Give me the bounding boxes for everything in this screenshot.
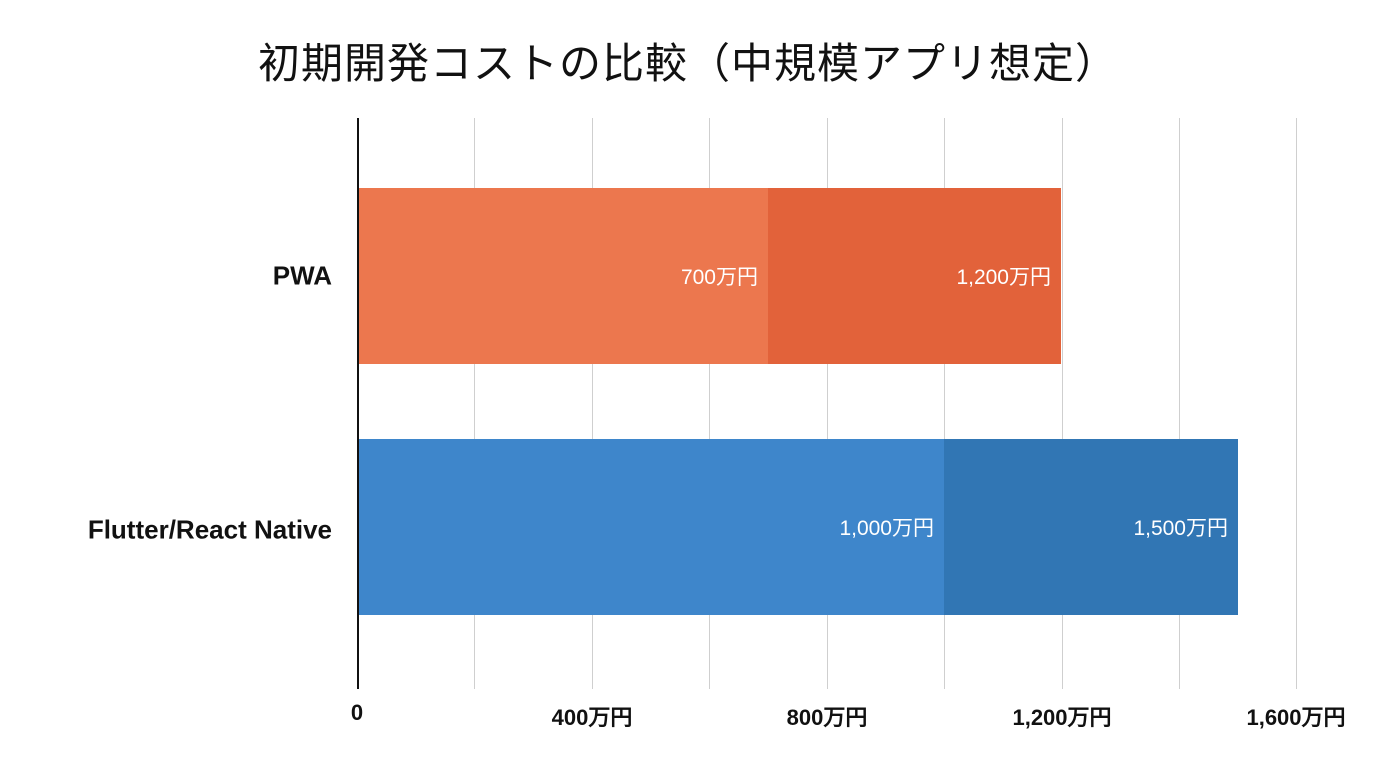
gridline [944, 118, 945, 689]
gridline [1179, 118, 1180, 689]
gridline [709, 118, 710, 689]
bar-pwa: 700万円 1,200万円 [357, 188, 1061, 364]
gridline [827, 118, 828, 689]
category-label-pwa: PWA [272, 260, 332, 291]
plot-area: 700万円 1,200万円 1,000万円 1,500万円 [357, 118, 1357, 689]
category-label-flutter-rn: Flutter/React Native [87, 514, 332, 545]
bar-value-label: 700万円 [680, 266, 758, 289]
bar-value-label: 1,000万円 [839, 517, 934, 540]
chart-title: 初期開発コストの比較（中規模アプリ想定） [257, 39, 1118, 88]
x-tick-label: 1,600万円 [1246, 705, 1346, 730]
bar-flutter-rn-high: 1,500万円 [944, 439, 1238, 615]
x-tick-label: 400万円 [551, 705, 633, 730]
bar-flutter-rn-low: 1,000万円 [357, 439, 944, 615]
bar-value-label: 1,200万円 [956, 266, 1051, 289]
y-axis-line [357, 118, 359, 689]
gridline [1296, 118, 1297, 689]
x-tick-label: 800万円 [786, 705, 868, 730]
gridline [474, 118, 475, 689]
bar-pwa-high: 1,200万円 [768, 188, 1061, 364]
gridline [1062, 118, 1063, 689]
x-tick-label: 0 [350, 700, 364, 725]
x-tick-label: 1,200万円 [1012, 705, 1112, 730]
bar-value-label: 1,500万円 [1133, 517, 1228, 540]
bar-pwa-low: 700万円 [357, 188, 768, 364]
bar-flutter-rn: 1,000万円 1,500万円 [357, 439, 1238, 615]
gridline [592, 118, 593, 689]
